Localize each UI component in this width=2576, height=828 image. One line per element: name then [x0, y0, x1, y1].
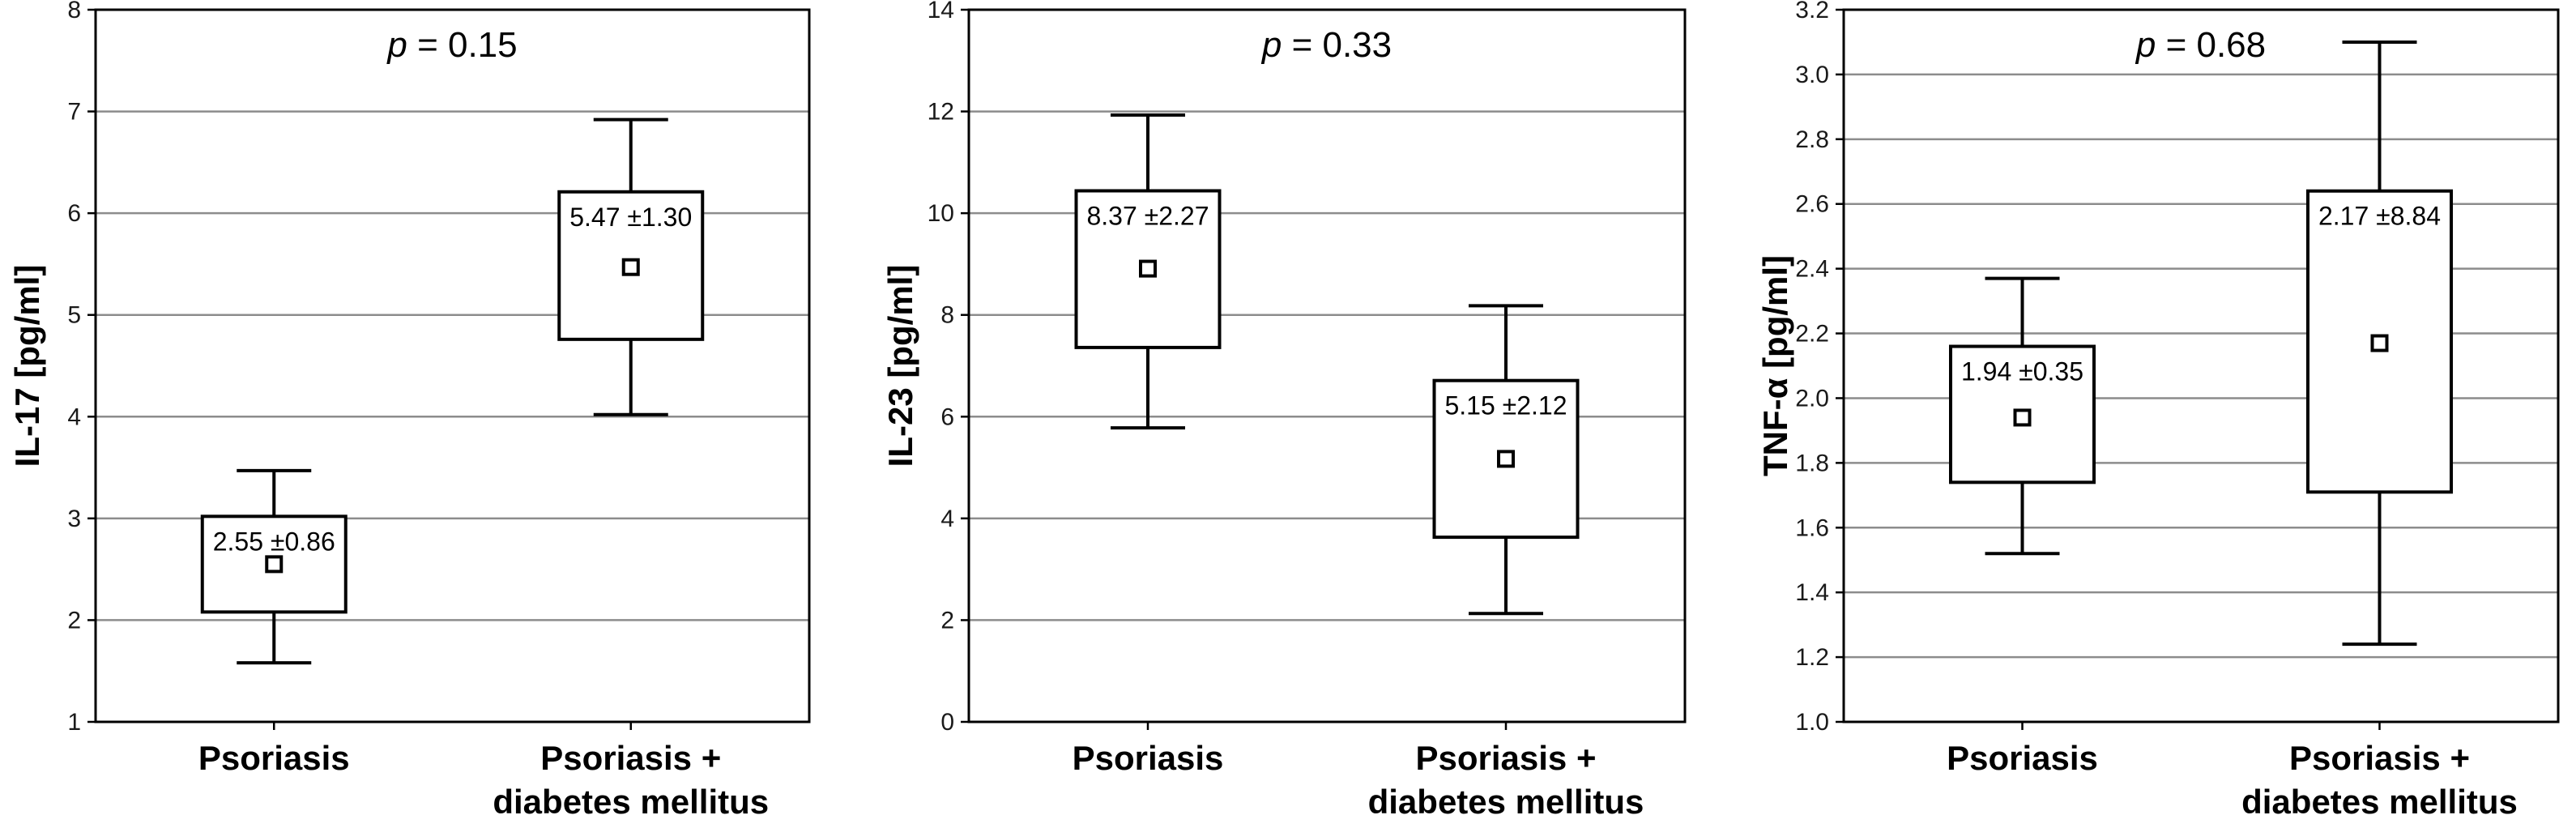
y-axis-title: IL-23 [pg/ml] [881, 265, 919, 467]
box-plot-2: 5.15 ±2.12 Psoriasis + diabetes mellitus [1368, 304, 1644, 821]
y-tick-label: 3.2 [1795, 0, 1829, 23]
y-tick-label: 8 [67, 0, 81, 23]
y-tick-label: 6 [940, 403, 954, 430]
box-plot-1: 8.37 ±2.27 Psoriasis [1073, 113, 1224, 777]
plot-frame [967, 8, 1687, 723]
y-tick-label: 4 [940, 506, 954, 532]
p-value: = 0.15 [407, 25, 518, 65]
data-label: 8.37 ±2.27 [1086, 202, 1209, 231]
y-tick-label: 14 [928, 0, 954, 23]
category-label: diabetes mellitus [493, 783, 769, 821]
box-plot-2: 5.47 ±1.30 Psoriasis + diabetes mellitus [493, 117, 769, 821]
box-plot-1: 2.55 ±0.86 Psoriasis [198, 468, 350, 777]
chart-panel-1: 1 2 3 4 5 6 7 8 IL-17 [pg/ml] p = 0.15 2.55 ±0.86 P… [8, 0, 811, 821]
p-symbol: p [1260, 25, 1282, 65]
y-tick-label: 8 [940, 302, 954, 329]
y-tick-label: 3 [67, 506, 81, 532]
data-label: 5.15 ±2.12 [1444, 391, 1567, 420]
mean-marker [1139, 259, 1157, 278]
category-label: Psoriasis + [1416, 739, 1597, 777]
y-axis-title: IL-17 [pg/ml] [8, 265, 46, 467]
mean-marker [2370, 334, 2389, 352]
data-label: 2.55 ±0.86 [213, 527, 335, 556]
p-symbol: p [386, 25, 407, 65]
y-tick-label: 0 [940, 709, 954, 736]
y-tick-label: 2.2 [1795, 321, 1829, 348]
data-label: 1.94 ±0.35 [1961, 357, 2083, 386]
p-value: = 0.33 [1282, 25, 1392, 65]
category-label: Psoriasis + [2289, 739, 2470, 777]
y-tick-label: 7 [67, 99, 81, 126]
y-tick-label: 1.8 [1795, 450, 1829, 476]
p-value: = 0.68 [2156, 25, 2266, 65]
data-label: 2.17 ±8.84 [2318, 202, 2441, 231]
y-tick-label: 4 [67, 403, 81, 430]
p-value-label: p = 0.68 [2135, 25, 2266, 65]
mean-marker [2013, 408, 2032, 427]
y-tick-label: 1.6 [1795, 514, 1829, 541]
p-symbol: p [2135, 25, 2156, 65]
y-tick-label: 1.4 [1795, 579, 1829, 606]
box-plot-2: 2.17 ±8.84 Psoriasis + diabetes mellitus [2241, 40, 2518, 821]
y-tick-label: 2.0 [1795, 385, 1829, 412]
plot-frame [1842, 8, 2560, 723]
p-value-label: p = 0.15 [386, 25, 517, 65]
mean-marker [621, 258, 640, 276]
y-tick-label: 6 [67, 200, 81, 227]
category-label: Psoriasis [198, 739, 350, 777]
chart-panel-3: 1.0 1.2 1.4 1.6 1.8 2.0 2.2 2.4 2.6 2.8 3.0 3.2 TNF-… [1756, 0, 2560, 821]
y-tick-label: 1.0 [1795, 709, 1829, 736]
y-tick-label: 1 [67, 709, 81, 736]
y-tick-label: 1.2 [1795, 644, 1829, 671]
y-tick-label: 12 [928, 99, 954, 126]
y-tick-label: 3.0 [1795, 62, 1829, 88]
mean-marker [265, 555, 284, 574]
mean-marker [1497, 450, 1515, 468]
y-tick-label: 5 [67, 302, 81, 329]
category-label: Psoriasis [1073, 739, 1224, 777]
y-tick-label: 2.8 [1795, 126, 1829, 153]
y-tick-label: 2.6 [1795, 191, 1829, 218]
y-axis-title: TNF-α [pg/ml] [1756, 255, 1794, 476]
category-label: Psoriasis + [540, 739, 721, 777]
plot-frame [94, 8, 811, 723]
category-label: diabetes mellitus [2241, 783, 2518, 821]
p-value-label: p = 0.33 [1260, 25, 1392, 65]
y-tick-label: 2 [940, 607, 954, 634]
category-label: Psoriasis [1947, 739, 2098, 777]
y-tick-label: 10 [928, 200, 954, 227]
y-tick-label: 2 [67, 607, 81, 634]
chart-panel-2: 0 2 4 6 8 10 12 14 IL-23 [pg/ml] p = 0.33 8.37 ±2.… [881, 0, 1687, 821]
data-label: 5.47 ±1.30 [569, 203, 692, 232]
category-label: diabetes mellitus [1368, 783, 1644, 821]
box-plot-1: 1.94 ±0.35 Psoriasis [1947, 276, 2098, 777]
y-tick-label: 2.4 [1795, 256, 1829, 283]
